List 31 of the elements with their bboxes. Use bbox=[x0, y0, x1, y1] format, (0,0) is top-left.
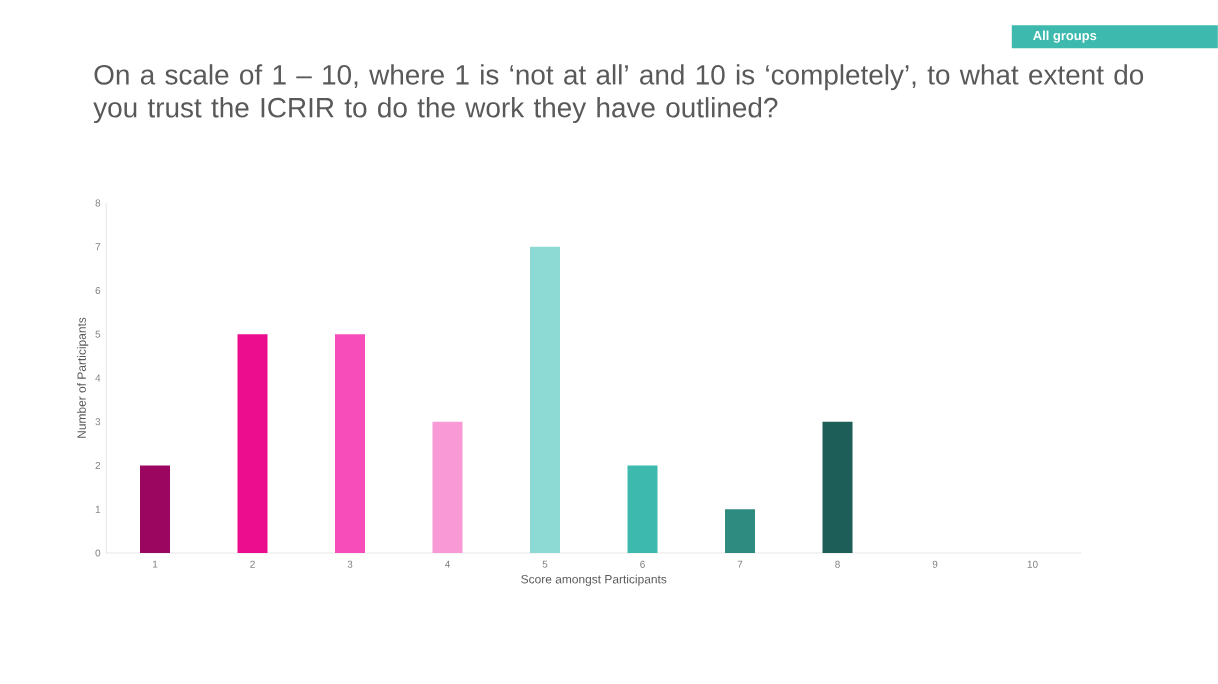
bar bbox=[725, 509, 756, 553]
y-tick-label: 6 bbox=[95, 286, 101, 295]
bar bbox=[432, 421, 463, 553]
y-axis-title: Number of Participants bbox=[77, 317, 89, 438]
x-tick-label: 5 bbox=[542, 560, 548, 568]
y-tick-label: 8 bbox=[95, 199, 101, 207]
bar bbox=[822, 421, 853, 553]
y-tick-label: 2 bbox=[95, 462, 101, 469]
x-tick-label: 9 bbox=[932, 560, 938, 568]
y-tick-label: 5 bbox=[95, 330, 101, 338]
x-tick-label: 2 bbox=[250, 560, 255, 568]
bar bbox=[335, 334, 366, 553]
bar bbox=[140, 465, 171, 553]
x-tick-label: 6 bbox=[640, 560, 645, 568]
y-tick-label: 7 bbox=[95, 243, 101, 251]
x-tick-label: 10 bbox=[1027, 560, 1038, 568]
text: All groups bbox=[1033, 30, 1097, 43]
x-tick-label: 7 bbox=[737, 560, 743, 568]
bar bbox=[237, 334, 268, 553]
x-tick-label: 4 bbox=[444, 560, 450, 568]
bar bbox=[530, 246, 561, 553]
x-tick-label: 1 bbox=[153, 560, 158, 568]
y-tick-label: 0 bbox=[95, 549, 101, 557]
x-tick-label: 3 bbox=[347, 560, 353, 568]
y-tick-label: 1 bbox=[95, 505, 101, 513]
chart-title: On a scale of 1 – 10, where 1 is ‘not at all’ and 10 is ‘completely’, to what extent do you trust the ICRIR to do the work they have outlined? bbox=[93, 64, 1144, 124]
bar bbox=[627, 465, 658, 553]
x-tick-label: 8 bbox=[835, 560, 840, 568]
x-axis-title: Score amongst Participants bbox=[521, 574, 667, 586]
y-tick-label: 3 bbox=[95, 418, 101, 426]
y-tick-label: 4 bbox=[95, 374, 101, 382]
